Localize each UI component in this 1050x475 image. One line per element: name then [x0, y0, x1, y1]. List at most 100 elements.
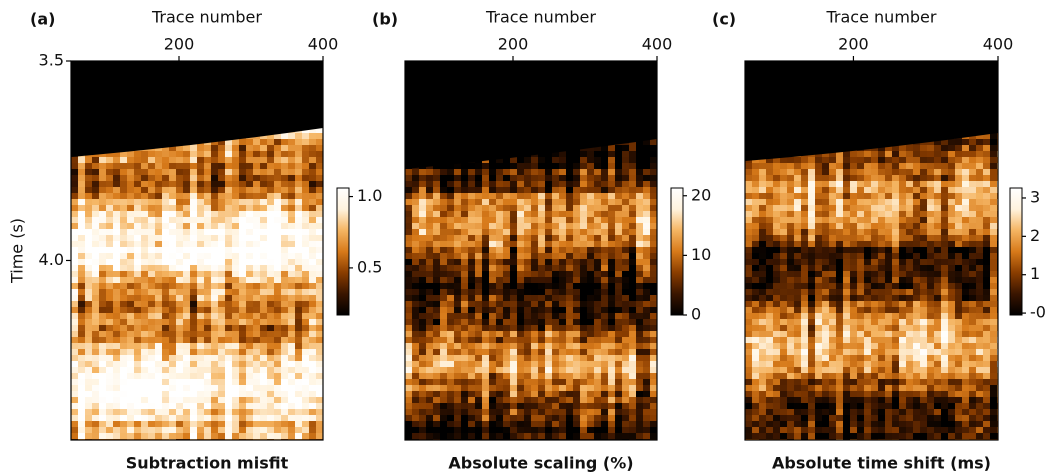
- image-cell: [190, 145, 198, 152]
- image-cell: [419, 247, 427, 254]
- image-cell: [587, 205, 595, 212]
- image-cell: [281, 139, 289, 146]
- image-cell: [426, 373, 434, 380]
- image-cell: [239, 277, 247, 284]
- image-cell: [295, 253, 303, 260]
- image-cell: [106, 205, 114, 212]
- image-cell: [85, 229, 93, 236]
- image-cell: [281, 175, 289, 182]
- image-cell: [433, 265, 441, 272]
- image-cell: [295, 169, 303, 176]
- image-cell: [517, 433, 525, 440]
- image-cell: [162, 295, 170, 302]
- image-cell: [475, 199, 483, 206]
- image-cell: [629, 373, 637, 380]
- image-cell: [566, 211, 574, 218]
- image-cell: [489, 409, 497, 416]
- image-cell: [316, 265, 324, 272]
- image-cell: [288, 199, 296, 206]
- image-cell: [162, 391, 170, 398]
- image-cell: [629, 337, 637, 344]
- image-cell: [302, 415, 310, 422]
- image-cell: [482, 175, 490, 182]
- image-cell: [510, 217, 518, 224]
- image-cell: [127, 403, 135, 410]
- image-cell: [622, 421, 630, 428]
- image-cell: [538, 283, 546, 290]
- image-cell: [482, 391, 490, 398]
- image-cell: [601, 415, 609, 422]
- image-cell: [78, 265, 86, 272]
- image-cell: [412, 331, 420, 338]
- image-cell: [274, 271, 282, 278]
- image-cell: [601, 427, 609, 434]
- image-cell: [412, 421, 420, 428]
- image-cell: [71, 277, 79, 284]
- image-cell: [517, 391, 525, 398]
- image-cell: [426, 283, 434, 290]
- image-cell: [622, 355, 630, 362]
- image-cell: [218, 391, 226, 398]
- image-cell: [622, 415, 630, 422]
- image-cell: [608, 295, 616, 302]
- image-cell: [281, 391, 289, 398]
- image-cell: [643, 361, 651, 368]
- image-cell: [260, 289, 268, 296]
- image-cell: [162, 403, 170, 410]
- image-cell: [440, 421, 448, 428]
- image-cell: [454, 163, 462, 170]
- image-cell: [92, 397, 100, 404]
- image-cell: [440, 187, 448, 194]
- image-cell: [232, 295, 240, 302]
- image-cell: [447, 175, 455, 182]
- image-cell: [496, 337, 504, 344]
- image-cell: [99, 247, 107, 254]
- image-cell: [197, 217, 205, 224]
- image-cell: [629, 343, 637, 350]
- image-cell: [482, 229, 490, 236]
- image-cell: [162, 337, 170, 344]
- image-cell: [281, 271, 289, 278]
- image-cell: [141, 373, 149, 380]
- image-cell: [204, 181, 212, 188]
- image-cell: [127, 355, 135, 362]
- image-cell: [169, 301, 177, 308]
- image-cell: [426, 319, 434, 326]
- image-cell: [433, 283, 441, 290]
- image-cell: [468, 415, 476, 422]
- image-cell: [426, 265, 434, 272]
- image-cell: [405, 349, 413, 356]
- image-cell: [594, 379, 602, 386]
- image-cell: [113, 307, 121, 314]
- image-cell: [454, 217, 462, 224]
- image-cell: [552, 307, 560, 314]
- image-cell: [204, 277, 212, 284]
- image-cell: [127, 301, 135, 308]
- image-cell: [211, 409, 219, 416]
- image-cell: [281, 157, 289, 164]
- image-cell: [636, 403, 644, 410]
- image-cell: [503, 163, 511, 170]
- image-cell: [580, 379, 588, 386]
- image-cell: [601, 211, 609, 218]
- image-cell: [225, 169, 233, 176]
- image-cell: [99, 433, 107, 440]
- image-cell: [99, 169, 107, 176]
- image-cell: [636, 241, 644, 248]
- image-cell: [496, 373, 504, 380]
- image-cell: [482, 403, 490, 410]
- image-cell: [232, 151, 240, 158]
- image-cell: [559, 187, 567, 194]
- image-cell: [650, 241, 658, 248]
- image-cell: [162, 259, 170, 266]
- image-cell: [433, 241, 441, 248]
- image-cell: [412, 319, 420, 326]
- image-cell: [461, 313, 469, 320]
- image-cell: [552, 289, 560, 296]
- image-cell: [78, 421, 86, 428]
- image-cell: [309, 139, 317, 146]
- image-cell: [489, 379, 497, 386]
- image-cell: [267, 403, 275, 410]
- image-cell: [608, 367, 616, 374]
- image-cell: [197, 385, 205, 392]
